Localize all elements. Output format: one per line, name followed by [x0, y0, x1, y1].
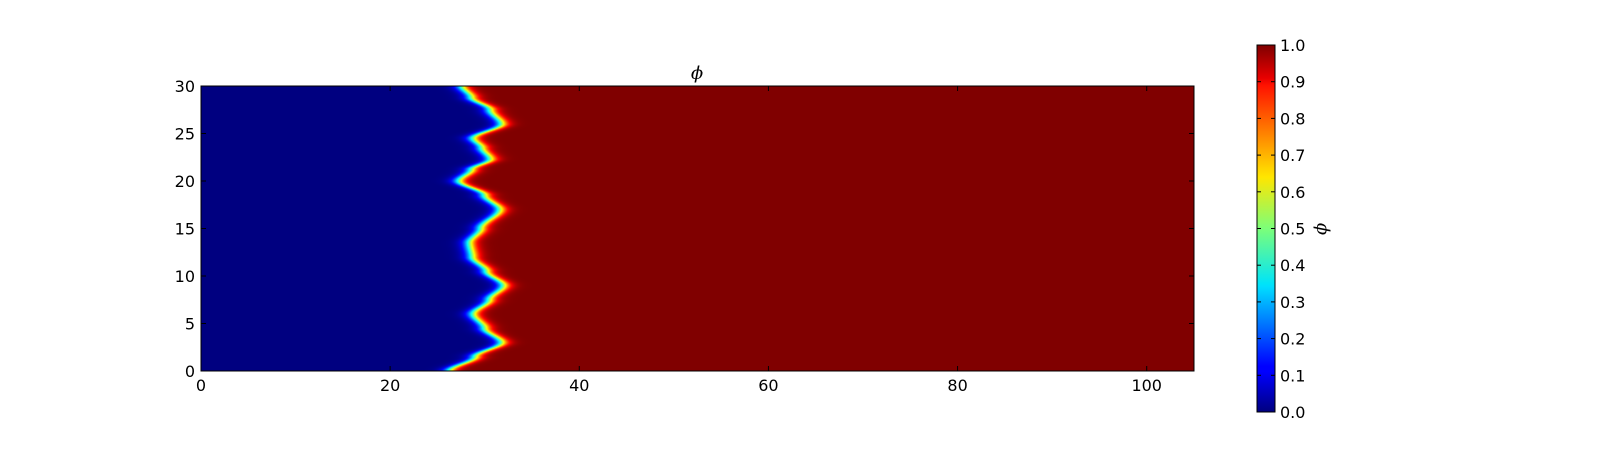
x-tick-label: 60	[758, 376, 778, 395]
y-tick-label: 30	[175, 77, 195, 96]
heatmap-plot-area	[200, 85, 1195, 372]
colorbar-tick-label: 0.6	[1280, 183, 1305, 202]
colorbar-tick-label: 0.7	[1280, 146, 1305, 165]
colorbar-tick-label: 1.0	[1280, 36, 1305, 55]
x-tick-label: 0	[196, 376, 206, 395]
x-tick-label: 80	[947, 376, 967, 395]
colorbar-tick-label: 0.0	[1280, 403, 1305, 422]
y-tick-label: 15	[175, 220, 195, 239]
x-tick-label: 20	[380, 376, 400, 395]
y-tick-label: 25	[175, 125, 195, 144]
y-tick-label: 5	[185, 315, 195, 334]
y-tick-label: 10	[175, 267, 195, 286]
colorbar-tick-label: 0.2	[1280, 330, 1305, 349]
colorbar-label: ϕ	[1312, 223, 1333, 235]
colorbar-tick-label: 0.3	[1280, 293, 1305, 312]
colorbar-ticks: 0.0 0.1 0.2 0.3 0.4 0.5 0.6 0.7 0.8 0.9 1.0	[1257, 36, 1305, 422]
y-tick-label: 20	[175, 172, 195, 191]
x-tick-label: 100	[1131, 376, 1162, 395]
colorbar-tick-label: 0.8	[1280, 109, 1305, 128]
colorbar-tick-label: 0.1	[1280, 366, 1305, 385]
heatmap-image	[201, 86, 1194, 371]
x-axis: 0 20 40 60 80 100	[196, 86, 1162, 395]
x-tick-label: 40	[569, 376, 589, 395]
colorbar: 0.0 0.1 0.2 0.3 0.4 0.5 0.6 0.7 0.8 0.9 1.0 ϕ	[1256, 36, 1333, 422]
colorbar-gradient	[1257, 45, 1275, 412]
plot-title: ϕ	[691, 63, 703, 84]
y-axis: 0 5 10 15 20 25 30	[175, 77, 1194, 381]
colorbar-tick-label: 0.9	[1280, 73, 1305, 92]
colorbar-tick-label: 0.4	[1280, 256, 1305, 275]
y-tick-label: 0	[185, 362, 195, 381]
colorbar-tick-label: 0.5	[1280, 220, 1305, 239]
